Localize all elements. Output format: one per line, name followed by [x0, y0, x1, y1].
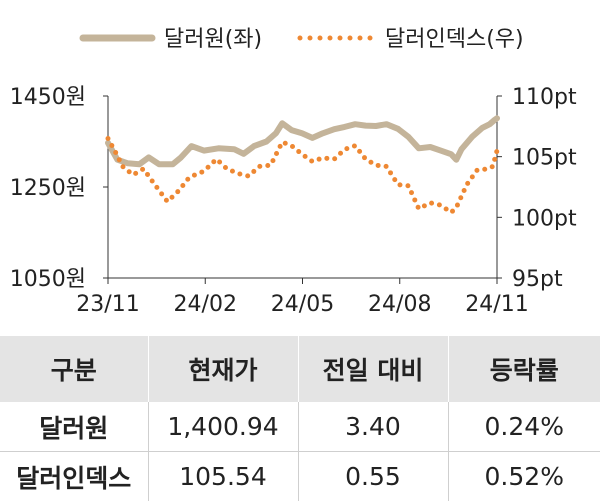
x-tick-label: 24/05 [271, 292, 334, 317]
cell-change-rate: 0.52% [447, 451, 600, 501]
cell-change: 0.55 [297, 451, 448, 501]
header-change: 전일 대비 [297, 336, 448, 402]
right-tick-label: 100pt [512, 206, 577, 231]
legend-label-usdkrw: 달러원(좌) [164, 27, 262, 52]
left-tick-label: 1250원 [10, 176, 86, 201]
header-category: 구분 [0, 336, 148, 402]
left-tick-label: 1450원 [10, 85, 86, 110]
row-label: 달러원 [0, 402, 148, 452]
cell-change-rate: 0.24% [447, 402, 600, 452]
cell-change: 3.40 [297, 402, 448, 452]
left-axis-ticks: 1050원 1250원 1450원 [10, 85, 108, 292]
series-usdkrw [105, 115, 500, 168]
usdkrw-line [105, 115, 500, 168]
row-label: 달러인덱스 [16, 463, 132, 493]
right-axis-ticks: 95pt 100pt 105pt 110pt [497, 85, 577, 292]
x-axis-ticks: 23/11 24/02 24/05 24/08 24/11 [76, 278, 529, 317]
right-tick-label: 110pt [512, 85, 577, 110]
table-row: 달러원 1,400.94 3.40 0.24% [0, 402, 600, 452]
cell-current-price: 105.54 [147, 451, 298, 501]
series-dxy [105, 136, 500, 216]
x-tick-label: 24/11 [465, 292, 528, 317]
right-tick-label: 95pt [512, 267, 563, 292]
exchange-rate-chart: 달러원(좌) 달러인덱스(우) 23/11 24/02 24/05 24/08 24/1… [10, 27, 577, 317]
right-tick-label: 105pt [512, 146, 577, 171]
chart-container: 달러원(좌) 달러인덱스(우) 23/11 24/02 24/05 24/08 24/1… [10, 27, 577, 317]
plot-axes [107, 96, 498, 279]
legend: 달러원(좌) 달러인덱스(우) [79, 27, 524, 52]
x-tick-label: 24/02 [174, 292, 237, 317]
x-tick-label: 24/08 [368, 292, 431, 317]
header-current-price: 현재가 [147, 336, 298, 402]
table-header-row: 구분 현재가 전일 대비 등락률 [0, 336, 600, 402]
x-tick-label: 23/11 [76, 292, 139, 317]
header-change-rate: 등락률 [447, 336, 600, 402]
cell-current-price: 1,400.94 [147, 402, 298, 452]
legend-label-dxy: 달러인덱스(우) [385, 27, 524, 52]
table-row: 달러인덱스 105.54 0.55 0.52% [0, 451, 600, 501]
dxy-dotted-line [105, 136, 500, 216]
summary-table: 구분 현재가 전일 대비 등락률 달러원 1,400.94 3.40 0.24%… [0, 336, 600, 501]
left-tick-label: 1050원 [10, 267, 86, 292]
